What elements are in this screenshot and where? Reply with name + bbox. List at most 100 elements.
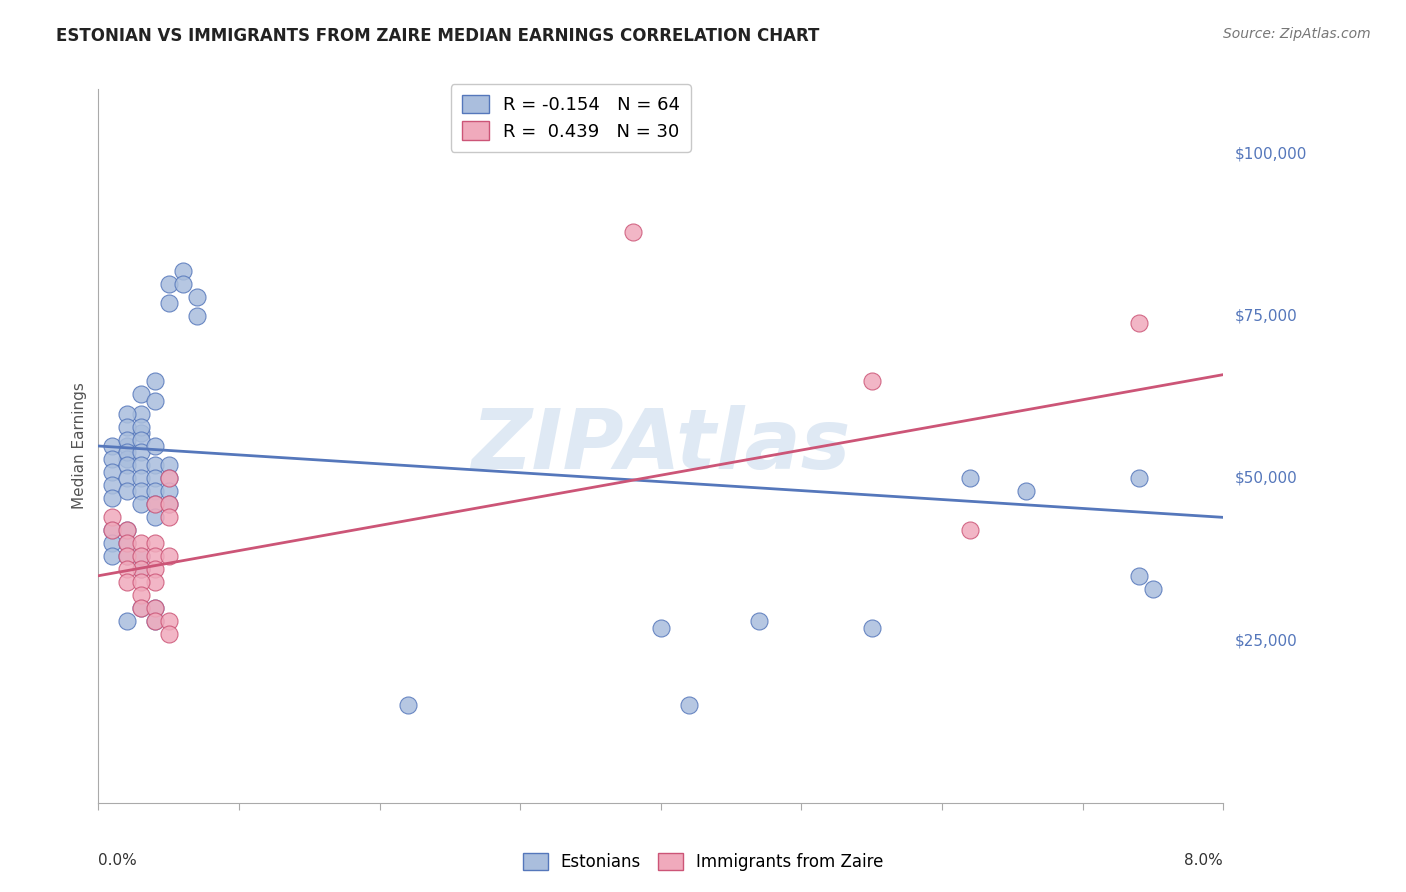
Point [129, 562, 152, 576]
Point [115, 549, 138, 564]
Text: Source: ZipAtlas.com: Source: ZipAtlas.com [1223, 27, 1371, 41]
Point [157, 471, 180, 485]
Point [129, 445, 152, 459]
Point [860, 374, 883, 388]
Point [115, 536, 138, 550]
Point [115, 445, 138, 459]
Point [129, 425, 152, 440]
Point [157, 497, 180, 511]
Point [1128, 316, 1150, 330]
Point [157, 484, 180, 499]
Point [143, 374, 166, 388]
Point [157, 497, 180, 511]
Point [115, 439, 138, 453]
Point [129, 471, 152, 485]
Point [115, 433, 138, 447]
Point [143, 439, 166, 453]
Point [129, 433, 152, 447]
Text: ZIPAtlas: ZIPAtlas [471, 406, 851, 486]
Point [129, 588, 152, 602]
Point [143, 497, 166, 511]
Point [101, 510, 124, 524]
Point [1142, 582, 1164, 596]
Point [143, 497, 166, 511]
Point [115, 452, 138, 467]
Text: ESTONIAN VS IMMIGRANTS FROM ZAIRE MEDIAN EARNINGS CORRELATION CHART: ESTONIAN VS IMMIGRANTS FROM ZAIRE MEDIAN… [56, 27, 820, 45]
Point [157, 277, 180, 291]
Point [143, 549, 166, 564]
Point [621, 225, 644, 239]
Point [115, 524, 138, 538]
Point [186, 310, 208, 324]
Point [115, 407, 138, 421]
Point [143, 601, 166, 615]
Point [157, 471, 180, 485]
Point [101, 491, 124, 505]
Point [115, 471, 138, 485]
Point [157, 549, 180, 564]
Point [860, 621, 883, 635]
Point [129, 575, 152, 590]
Point [172, 264, 194, 278]
Point [678, 698, 700, 713]
Point [129, 407, 152, 421]
Point [129, 387, 152, 401]
Point [101, 524, 124, 538]
Point [115, 458, 138, 473]
Point [172, 277, 194, 291]
Legend: R = -0.154   N = 64, R =  0.439   N = 30: R = -0.154 N = 64, R = 0.439 N = 30 [451, 84, 690, 152]
Point [129, 601, 152, 615]
Point [1128, 568, 1150, 582]
Point [101, 465, 124, 479]
Text: $75,000: $75,000 [1234, 309, 1298, 324]
Y-axis label: Median Earnings: Median Earnings [72, 383, 87, 509]
Point [959, 471, 981, 485]
Text: $50,000: $50,000 [1234, 471, 1298, 486]
Point [157, 458, 180, 473]
Point [115, 536, 138, 550]
Point [129, 601, 152, 615]
Point [143, 393, 166, 408]
Point [143, 614, 166, 628]
Point [157, 614, 180, 628]
Point [115, 562, 138, 576]
Point [115, 575, 138, 590]
Point [143, 458, 166, 473]
Point [101, 524, 124, 538]
Point [186, 290, 208, 304]
Point [115, 524, 138, 538]
Point [1015, 484, 1038, 499]
Point [129, 458, 152, 473]
Point [143, 562, 166, 576]
Text: 8.0%: 8.0% [1184, 853, 1223, 868]
Point [143, 536, 166, 550]
Point [129, 484, 152, 499]
Point [129, 549, 152, 564]
Point [143, 614, 166, 628]
Point [143, 484, 166, 499]
Text: $25,000: $25,000 [1234, 633, 1298, 648]
Point [143, 471, 166, 485]
Point [115, 419, 138, 434]
Point [1128, 471, 1150, 485]
Point [101, 439, 124, 453]
Text: 0.0%: 0.0% [98, 853, 138, 868]
Point [101, 536, 124, 550]
Point [157, 510, 180, 524]
Point [129, 497, 152, 511]
Point [157, 627, 180, 641]
Point [101, 549, 124, 564]
Point [115, 484, 138, 499]
Point [101, 452, 124, 467]
Point [101, 478, 124, 492]
Text: $100,000: $100,000 [1234, 146, 1306, 161]
Point [129, 536, 152, 550]
Point [129, 562, 152, 576]
Point [959, 524, 981, 538]
Point [396, 698, 419, 713]
Point [129, 549, 152, 564]
Legend: Estonians, Immigrants from Zaire: Estonians, Immigrants from Zaire [515, 845, 891, 880]
Point [143, 601, 166, 615]
Point [157, 296, 180, 310]
Point [143, 575, 166, 590]
